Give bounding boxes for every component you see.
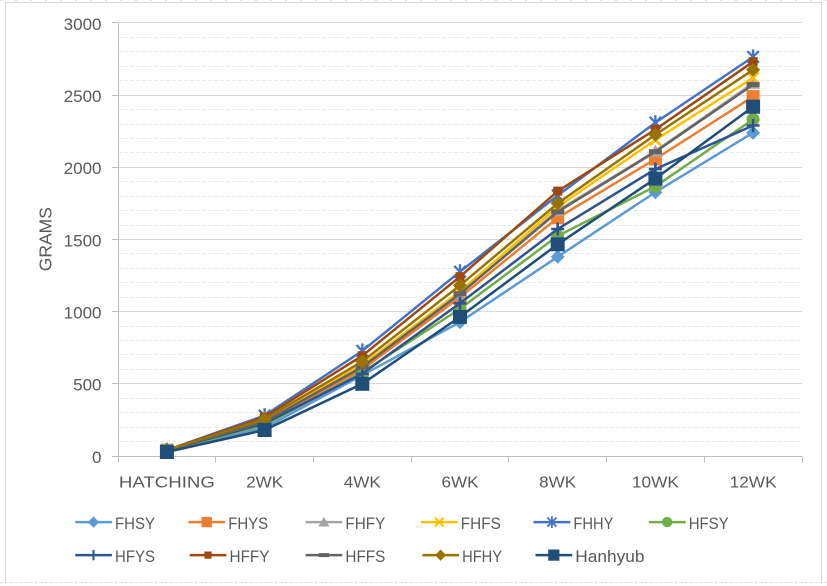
svg-text:FHYS: FHYS bbox=[228, 514, 268, 533]
svg-text:HFFY: HFFY bbox=[230, 547, 270, 566]
svg-text:8WK: 8WK bbox=[539, 474, 577, 491]
svg-text:4WK: 4WK bbox=[344, 474, 382, 491]
svg-text:1000: 1000 bbox=[64, 304, 102, 323]
svg-text:HFYS: HFYS bbox=[115, 547, 155, 566]
svg-text:FHHY: FHHY bbox=[573, 514, 613, 533]
svg-text:0: 0 bbox=[92, 448, 101, 467]
svg-text:FHFS: FHFS bbox=[461, 514, 501, 533]
svg-text:HFFS: HFFS bbox=[345, 547, 385, 566]
svg-text:3000: 3000 bbox=[64, 15, 102, 34]
svg-text:FHFY: FHFY bbox=[345, 514, 385, 533]
svg-text:HFSY: HFSY bbox=[689, 514, 729, 533]
svg-text:GRAMS: GRAMS bbox=[36, 207, 56, 271]
svg-text:500: 500 bbox=[73, 376, 101, 395]
svg-text:HFHY: HFHY bbox=[462, 547, 502, 566]
svg-text:1500: 1500 bbox=[64, 231, 102, 250]
svg-text:HATCHING: HATCHING bbox=[119, 474, 215, 491]
svg-text:12WK: 12WK bbox=[730, 474, 778, 491]
svg-text:2000: 2000 bbox=[64, 159, 102, 178]
svg-text:2WK: 2WK bbox=[246, 474, 284, 491]
svg-text:FHSY: FHSY bbox=[115, 514, 155, 533]
svg-text:Hanhyub: Hanhyub bbox=[575, 547, 644, 566]
svg-text:10WK: 10WK bbox=[632, 474, 680, 491]
svg-text:2500: 2500 bbox=[64, 87, 102, 106]
svg-text:6WK: 6WK bbox=[442, 474, 480, 491]
